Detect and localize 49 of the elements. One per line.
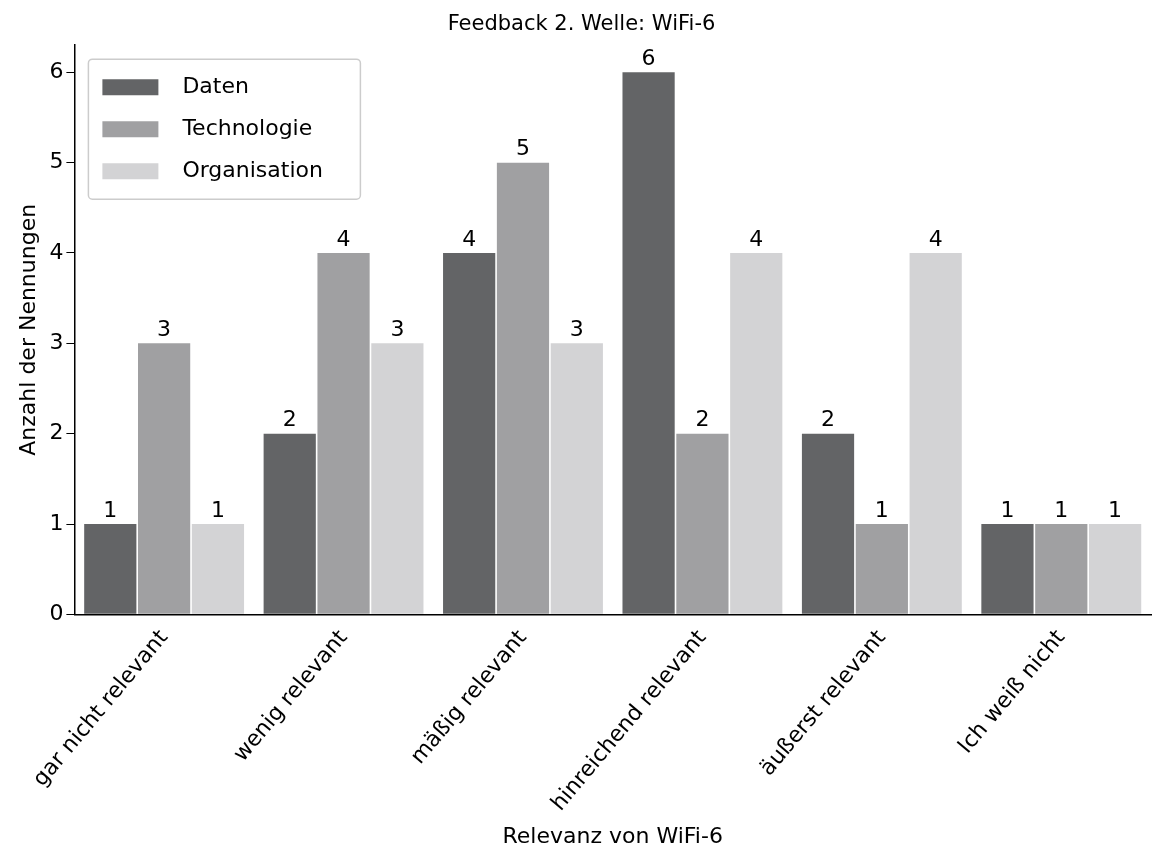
data-label: 4 [336, 225, 351, 251]
data-label: 2 [821, 406, 836, 432]
legend-label: Organisation [182, 156, 323, 182]
y-tick-label: 3 [49, 329, 64, 355]
data-label: 1 [103, 496, 118, 522]
bar [622, 72, 675, 614]
bar [371, 343, 424, 614]
data-label: 1 [1000, 496, 1015, 522]
bar [909, 252, 962, 614]
y-tick-label: 0 [49, 600, 64, 626]
bar [1035, 524, 1088, 614]
bar [855, 524, 908, 614]
bar [730, 252, 783, 614]
data-label: 1 [874, 496, 889, 522]
y-axis-title: Anzahl der Nennungen [14, 203, 40, 456]
bar [443, 252, 496, 614]
y-tick-label: 5 [49, 148, 64, 174]
bar [263, 433, 316, 614]
data-label: 3 [390, 316, 405, 342]
bar [138, 343, 191, 614]
legend-label: Technologie [181, 114, 313, 140]
data-label: 3 [569, 316, 584, 342]
y-tick-label: 4 [49, 238, 64, 264]
data-label: 4 [462, 225, 477, 251]
bar [84, 524, 137, 614]
data-label: 4 [928, 225, 943, 251]
data-label: 1 [210, 496, 225, 522]
data-label: 5 [515, 135, 530, 161]
x-axis-title: Relevanz von WiFi-6 [502, 822, 723, 848]
data-label: 3 [157, 316, 172, 342]
bar [191, 524, 245, 614]
data-label: 6 [641, 45, 656, 71]
data-label: 2 [695, 406, 710, 432]
data-label: 4 [749, 225, 764, 251]
bar [676, 433, 729, 614]
bar [496, 162, 550, 614]
bar [1089, 524, 1142, 614]
bar [801, 433, 855, 614]
y-tick-label: 1 [49, 509, 64, 535]
bar [981, 524, 1034, 614]
legend-label: Daten [182, 72, 249, 98]
data-label: 1 [1054, 496, 1069, 522]
data-label: 1 [1108, 496, 1123, 522]
y-tick-label: 6 [49, 58, 64, 84]
y-tick-label: 2 [49, 419, 64, 445]
bar [317, 252, 370, 614]
bar [550, 343, 603, 614]
data-label: 2 [282, 406, 297, 432]
chart-title: Feedback 2. Welle: WiFi-6 [447, 11, 716, 36]
